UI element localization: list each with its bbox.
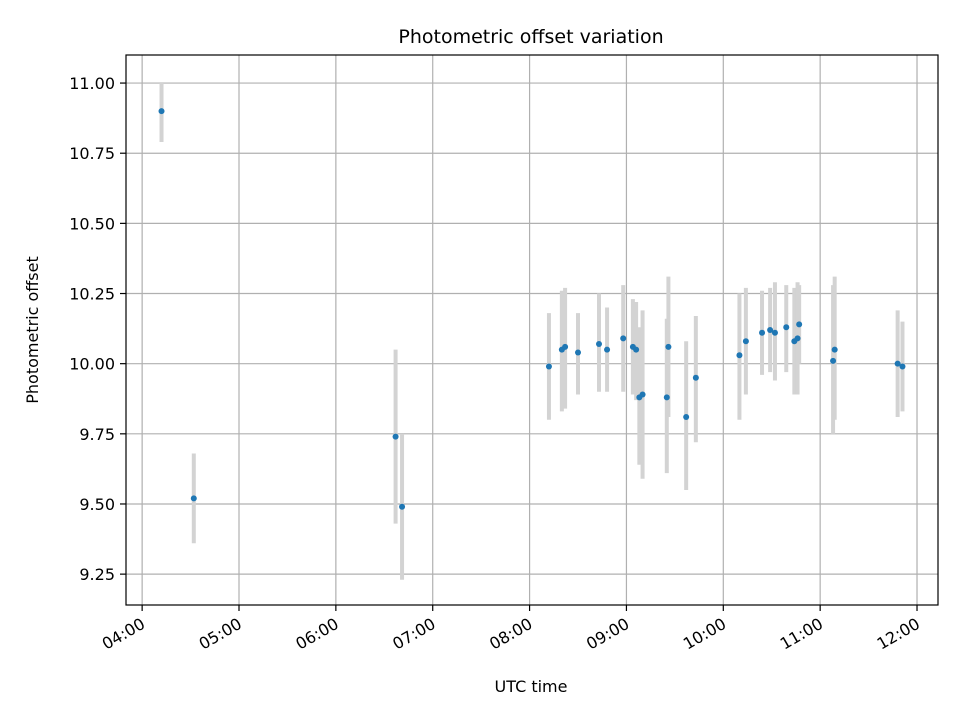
y-tick-label: 10.75 — [69, 144, 115, 163]
data-point — [771, 329, 778, 336]
plot-frame — [125, 54, 939, 606]
data-point — [692, 374, 699, 381]
y-tick-label: 9.25 — [79, 565, 115, 584]
y-axis-title: Photometric offset — [23, 256, 42, 404]
data-point — [562, 343, 569, 350]
data-point — [794, 335, 801, 342]
x-tick-label: 07:00 — [389, 614, 438, 654]
data-point — [894, 360, 901, 367]
data-point — [190, 495, 197, 502]
data-points — [158, 108, 906, 510]
data-point — [767, 327, 774, 333]
y-tick-label: 10.00 — [69, 355, 115, 374]
data-point — [783, 324, 790, 331]
data-point — [759, 329, 766, 336]
y-tick-label: 9.75 — [79, 425, 115, 444]
data-point — [399, 503, 406, 510]
data-point — [639, 391, 646, 398]
data-point — [575, 349, 582, 356]
chart-title: Photometric offset variation — [398, 26, 663, 48]
data-point — [620, 335, 627, 342]
data-point — [830, 357, 837, 364]
y-tick-label: 9.50 — [79, 495, 115, 514]
data-point — [663, 394, 670, 401]
x-tick-label: 10:00 — [680, 614, 729, 654]
data-point — [736, 352, 743, 359]
data-point — [633, 346, 640, 353]
data-point — [899, 363, 906, 370]
data-point — [665, 343, 672, 350]
data-point — [158, 108, 165, 115]
y-tick-label: 11.00 — [69, 74, 115, 93]
y-tick-label: 10.50 — [69, 214, 115, 233]
x-tick-label: 11:00 — [777, 614, 826, 654]
grid-lines — [126, 55, 938, 605]
x-axis-ticks: 04:00 05:00 06:00 07:00 08:00 09:00 10:00 11:00… — [99, 605, 923, 654]
data-point — [392, 433, 399, 440]
data-point — [683, 413, 690, 420]
data-point — [796, 321, 803, 328]
x-tick-label: 12:00 — [874, 614, 923, 654]
data-point — [742, 338, 749, 345]
data-point — [595, 341, 602, 348]
y-axis-ticks: 9.25 9.50 9.75 10.00 10.25 10.50 10.75 11.00 — [69, 74, 126, 584]
data-point — [831, 346, 838, 353]
y-tick-label: 10.25 — [69, 285, 115, 304]
x-tick-label: 08:00 — [486, 614, 535, 654]
x-tick-label: 05:00 — [196, 614, 245, 654]
error-bars — [159, 83, 905, 580]
data-point — [545, 363, 552, 370]
x-axis-title: UTC time — [495, 677, 568, 696]
x-tick-label: 06:00 — [292, 614, 341, 654]
data-point — [604, 346, 611, 353]
x-tick-label: 09:00 — [583, 614, 632, 654]
x-tick-label: 04:00 — [99, 614, 148, 654]
